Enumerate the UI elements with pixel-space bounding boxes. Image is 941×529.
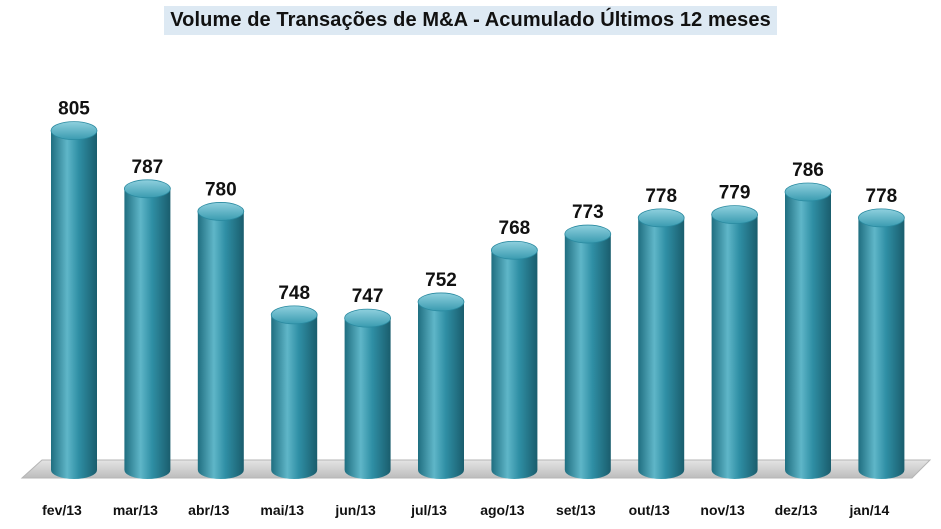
x-tick-label: mai/13: [260, 502, 304, 518]
bar-body: [124, 188, 171, 479]
data-label: 805: [58, 99, 90, 120]
data-label: 786: [792, 160, 824, 181]
data-label: 747: [352, 286, 384, 307]
x-tick-label: set/13: [556, 502, 596, 518]
bar-cap: [270, 305, 318, 325]
bar-body: [785, 192, 831, 480]
chart-title-wrap: Volume de Transações de M&A - Acumulado …: [0, 6, 941, 35]
x-tick-label: abr/13: [188, 502, 229, 518]
bar-body: [711, 214, 758, 479]
bar-set/13: [564, 224, 612, 479]
bar-cap: [858, 208, 905, 228]
bar-cap: [784, 182, 832, 202]
bar-cap: [417, 292, 465, 312]
bar-cap: [344, 308, 392, 328]
data-label: 768: [499, 218, 531, 239]
bar-dez/13: [784, 182, 832, 480]
data-label: 773: [572, 202, 604, 223]
x-tick-label: jan/14: [849, 502, 890, 518]
x-tick-label: fev/13: [42, 502, 82, 518]
x-tick-label: dez/13: [775, 502, 818, 518]
bar-body: [197, 211, 244, 479]
data-label: 779: [719, 183, 751, 204]
data-label: 752: [425, 270, 457, 291]
chart-title: Volume de Transações de M&A - Acumulado …: [164, 6, 777, 35]
bar-jun/13: [344, 308, 392, 479]
data-label: 778: [645, 186, 677, 207]
bar-jul/13: [417, 292, 465, 479]
bar-body: [491, 250, 538, 479]
data-label: 748: [278, 283, 310, 304]
bar-body: [858, 217, 905, 479]
bar-cap: [197, 202, 245, 221]
data-label: 787: [132, 157, 164, 178]
x-tick-label: ago/13: [480, 502, 525, 518]
chart-floor: [20, 459, 932, 479]
bar-mar/13: [123, 179, 171, 479]
bar-cap: [564, 224, 612, 244]
x-tick-label: jun/13: [334, 502, 376, 518]
bar-nov/13: [711, 205, 758, 479]
bar-body: [51, 130, 97, 479]
x-tick-label: mar/13: [113, 502, 158, 518]
x-tick-label: nov/13: [700, 502, 745, 518]
bar-mai/13: [270, 305, 318, 479]
data-label: 780: [205, 179, 237, 200]
bar-fev/13: [50, 121, 98, 479]
bar-cap: [637, 208, 685, 228]
bar-out/13: [637, 208, 685, 479]
bar-cap: [711, 205, 758, 225]
bar-body: [638, 217, 685, 479]
bar-jan/14: [858, 208, 905, 479]
data-label: 778: [866, 186, 898, 207]
x-tick-label: jul/13: [410, 502, 447, 518]
bar-abr/13: [197, 202, 245, 479]
bar-body: [344, 318, 391, 479]
bar-ago/13: [491, 240, 538, 479]
bar-cap: [50, 121, 98, 141]
bar-body: [271, 314, 318, 479]
x-tick-label: out/13: [629, 502, 670, 518]
bar-body: [564, 234, 611, 479]
bar-body: [418, 301, 464, 479]
bar-cap: [123, 179, 171, 199]
bar-cap: [491, 240, 538, 260]
